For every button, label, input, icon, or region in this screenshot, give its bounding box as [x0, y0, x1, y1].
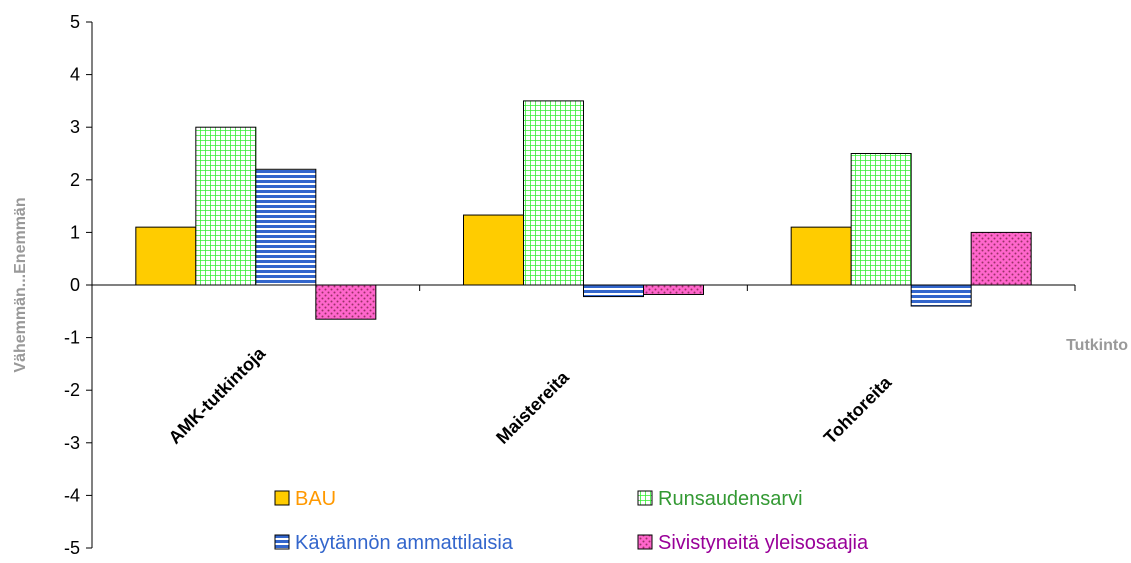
bar-2-2 — [523, 100, 584, 286]
y-tick-label: -1 — [64, 328, 80, 348]
category-labels: AMK-tutkintoja Maistereita Tohtoreita — [165, 342, 896, 447]
bar-2-3 — [850, 153, 912, 286]
bars — [135, 100, 1032, 320]
y-tick-label: 3 — [70, 117, 80, 137]
legend: BAU Runsaudensarvi Käytännön ammattilaisia… — [274, 488, 869, 554]
bar-1-2 — [463, 214, 524, 286]
y-tick-label: -4 — [64, 485, 80, 505]
category-label: AMK-tutkintoja — [165, 342, 270, 447]
y-tick-label: 4 — [70, 65, 80, 85]
y-tick-label: -5 — [64, 538, 80, 558]
bar-2-1 — [195, 126, 257, 286]
y-tick-label: 1 — [70, 222, 80, 242]
y-ticks: 5 4 3 2 1 0 -1 -2 -3 -4 -5 — [64, 12, 92, 558]
x-axis-title: Tutkinto — [1066, 337, 1128, 354]
category-label: Tohtoreita — [820, 372, 896, 448]
bar-4-2 — [643, 284, 704, 295]
legend-swatch — [274, 490, 290, 506]
bar-3-3 — [910, 284, 972, 307]
legend-swatch — [274, 534, 290, 550]
legend-swatch — [637, 490, 653, 506]
y-tick-label: 0 — [70, 275, 80, 295]
bar-4-1 — [315, 284, 377, 320]
x-ticks — [91, 285, 1076, 291]
legend-swatch — [637, 534, 653, 550]
legend-label: Runsaudensarvi — [658, 488, 803, 510]
legend-label: Sivistyneitä yleisosaajia — [658, 532, 869, 554]
y-tick-label: -2 — [64, 380, 80, 400]
legend-label: BAU — [295, 488, 336, 510]
y-tick-label: 2 — [70, 170, 80, 190]
bar-4-3 — [970, 231, 1032, 286]
category-label: Maistereita — [492, 366, 573, 447]
legend-label: Käytännön ammattilaisia — [295, 532, 514, 554]
bar-1-1 — [135, 226, 197, 286]
y-tick-label: 5 — [70, 12, 80, 32]
bar-1-3 — [790, 226, 852, 286]
bar-3-2 — [583, 284, 644, 298]
y-tick-label: -3 — [64, 433, 80, 453]
y-axis-title: Vähemmän...Enemmän — [12, 197, 29, 372]
bar-3-1 — [255, 168, 317, 286]
